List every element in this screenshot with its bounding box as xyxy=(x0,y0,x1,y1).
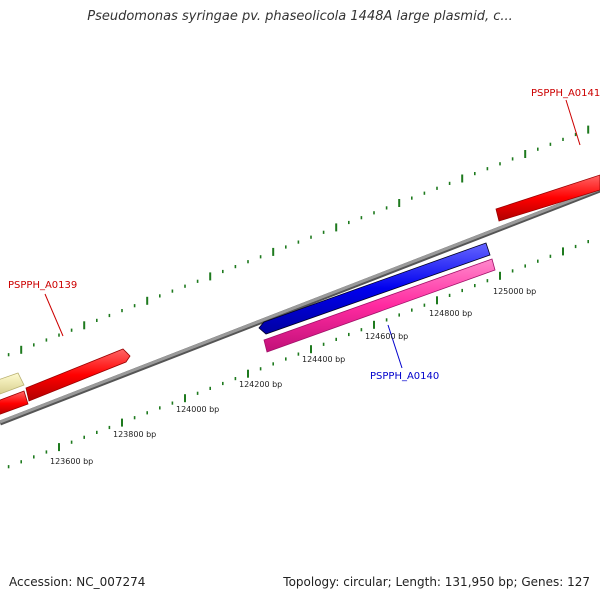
bp-label-125000: 125000 bp xyxy=(493,287,536,296)
bp-label-124000: 124000 bp xyxy=(176,405,219,414)
gene-a0141[interactable] xyxy=(495,174,600,222)
leader-lines xyxy=(44,99,581,369)
gene-pale[interactable] xyxy=(0,372,25,395)
bp-label-124600: 124600 bp xyxy=(365,332,408,341)
bp-label-124400: 124400 bp xyxy=(302,355,345,364)
summary-text: Topology: circular; Length: 131,950 bp; … xyxy=(283,575,590,589)
lower-tick-rail xyxy=(7,235,600,469)
gene-a0139[interactable] xyxy=(25,348,131,402)
bp-label-124800: 124800 bp xyxy=(429,309,472,318)
gene-red-left[interactable] xyxy=(0,390,29,416)
bp-label-123800: 123800 bp xyxy=(113,430,156,439)
bp-label-123600: 123600 bp xyxy=(50,457,93,466)
bp-label-124200: 124200 bp xyxy=(239,380,282,389)
upper-tick-rail xyxy=(7,123,600,357)
backbone xyxy=(0,187,600,426)
gene-pink[interactable] xyxy=(263,258,496,353)
gene-a0140-blue[interactable] xyxy=(258,242,491,335)
label-a0139[interactable]: PSPPH_A0139 xyxy=(8,280,77,291)
map-title: Pseudomonas syringae pv. phaseolicola 14… xyxy=(87,9,513,24)
accession-text: Accession: NC_007274 xyxy=(9,575,146,589)
label-a0140[interactable]: PSPPH_A0140 xyxy=(370,371,439,382)
label-a0141[interactable]: PSPPH_A0141 xyxy=(531,88,600,99)
